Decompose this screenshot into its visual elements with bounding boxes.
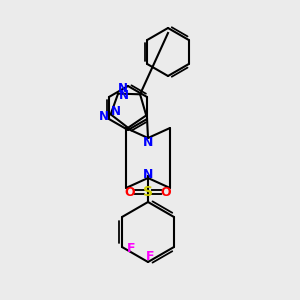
Text: N: N xyxy=(99,110,109,122)
Text: O: O xyxy=(125,185,135,199)
Text: N: N xyxy=(143,167,153,181)
Text: O: O xyxy=(161,185,171,199)
Text: S: S xyxy=(143,185,153,199)
Text: N: N xyxy=(143,136,153,149)
Text: F: F xyxy=(146,250,154,263)
Text: N: N xyxy=(119,89,129,102)
Text: N: N xyxy=(118,82,128,95)
Text: N: N xyxy=(111,105,121,118)
Text: F: F xyxy=(127,242,135,256)
